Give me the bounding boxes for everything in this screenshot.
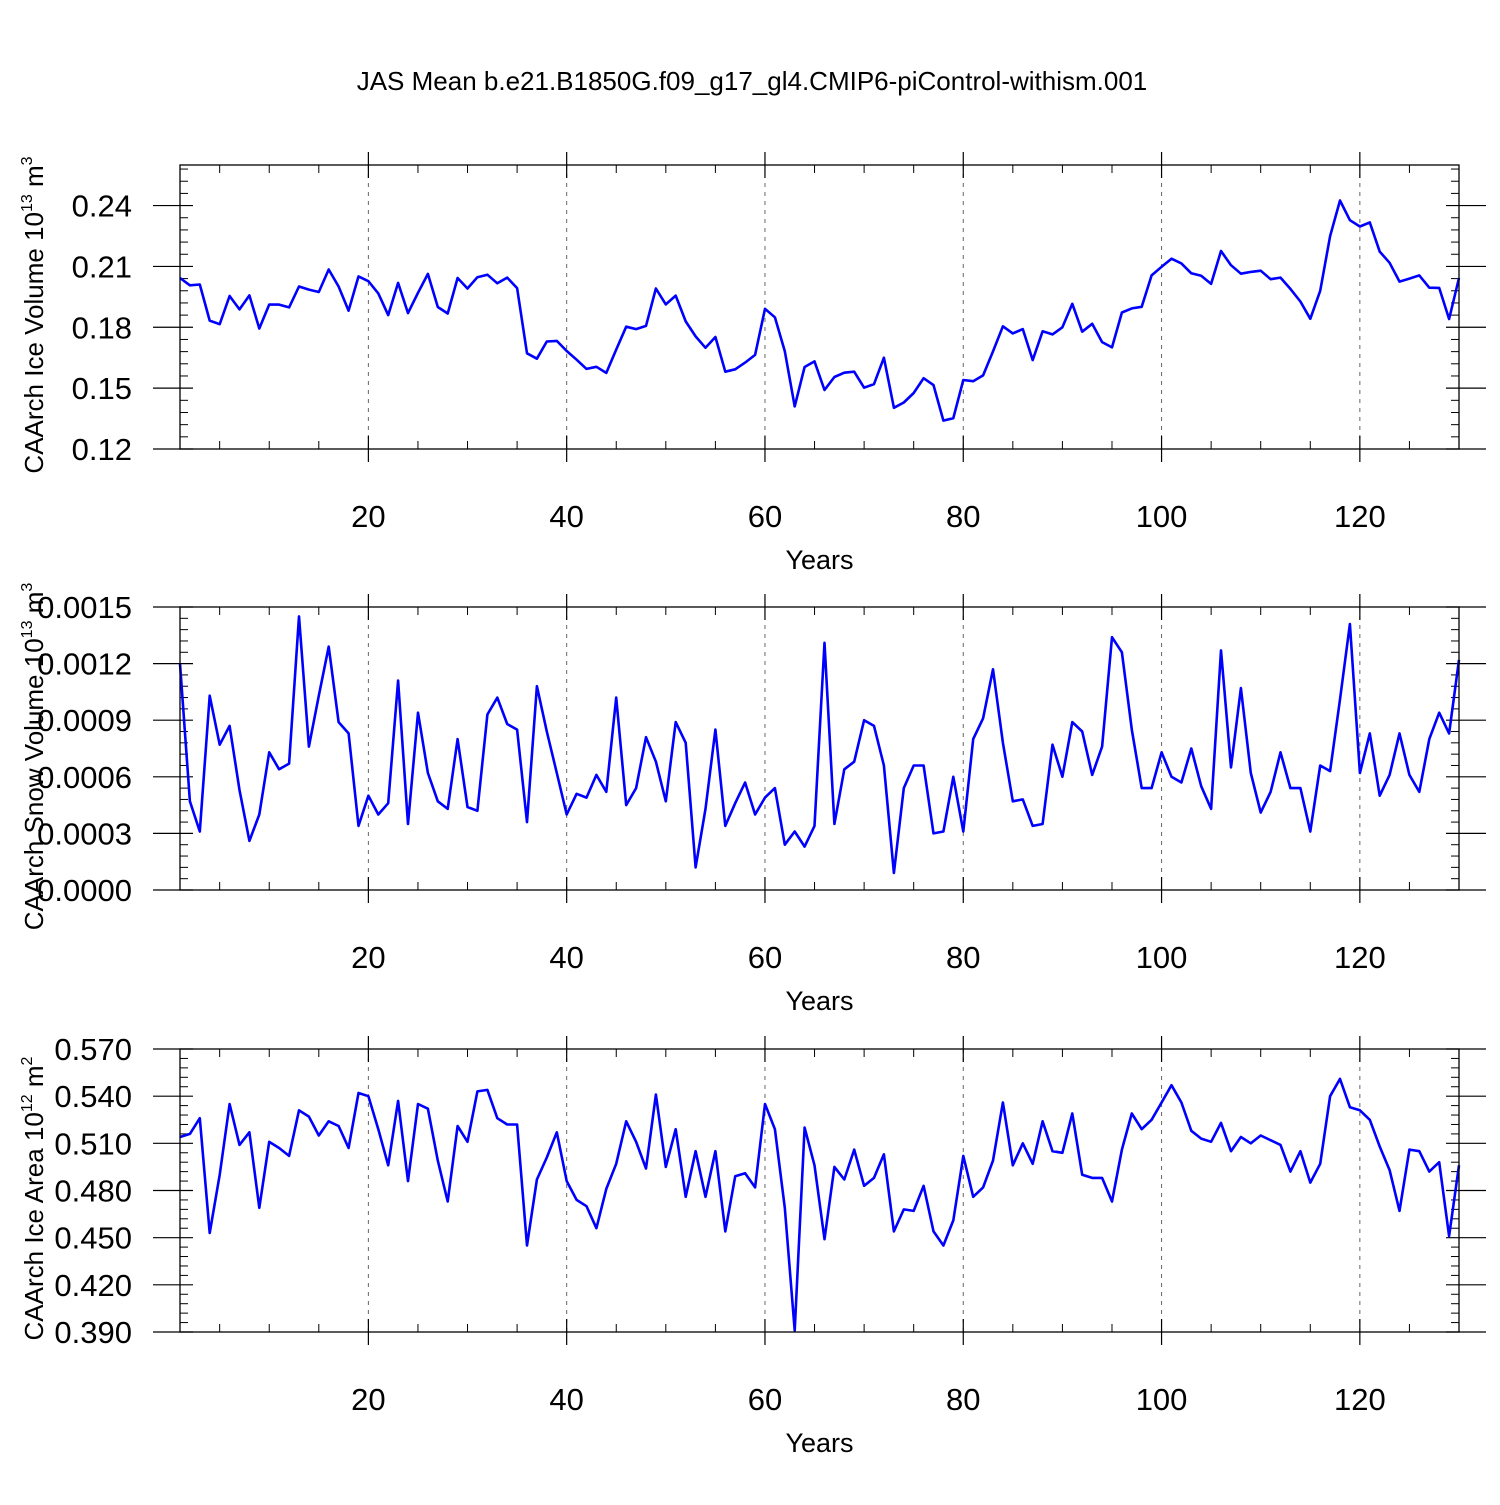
y-axis-label-unit-exponent: 2 (19, 1056, 36, 1065)
y-tick-label: 0.0012 (37, 647, 132, 682)
panel-2: 0.0000 0.0003 0.0006 0.0009 0.0012 0.0015 20 40… (19, 583, 1486, 1016)
figure-title: JAS Mean b.e21.B1850G.f09_g17_gl4.CMIP6-… (357, 66, 1148, 96)
y-axis-label-unit: m (19, 1065, 49, 1094)
y-tick-label: 0.450 (54, 1221, 132, 1256)
y-axis-label-text: CAArch Ice Area 10 (19, 1112, 49, 1340)
x-axis-label: Years (785, 545, 853, 575)
x-axis-label: Years (785, 1428, 853, 1458)
y-tick-label: 0.0003 (37, 816, 132, 851)
x-tick-label: 20 (351, 1382, 385, 1417)
x-tick-label: 20 (351, 499, 385, 534)
x-tick-label: 100 (1136, 499, 1188, 534)
x-tick-label: 60 (748, 1382, 782, 1417)
y-tick-label: 0.0000 (37, 873, 132, 908)
x-axis-label: Years (785, 986, 853, 1016)
y-tick-label: 0.420 (54, 1268, 132, 1303)
y-tick-label: 0.15 (72, 371, 132, 406)
y-tick-label: 0.390 (54, 1315, 132, 1350)
x-tick-label: 20 (351, 940, 385, 975)
panel-1: 0.12 0.15 0.18 0.21 0.24 20 40 60 80 100 120 Years C… (19, 152, 1486, 575)
y-tick-label: 0.0015 (37, 590, 132, 625)
y-axis-label: CAArch Snow Volume 1013 m3 (19, 583, 49, 931)
x-tick-label: 40 (549, 499, 583, 534)
y-axis-label-exponent: 13 (19, 620, 36, 638)
x-tick-label: 60 (748, 499, 782, 534)
y-tick-label: 0.24 (72, 189, 132, 224)
y-axis-label-text: CAArch Ice Volume 10 (19, 212, 49, 474)
y-axis-label-unit-exponent: 3 (19, 583, 36, 592)
y-tick-label: 0.540 (54, 1079, 132, 1114)
y-tick-label: 0.21 (72, 249, 132, 284)
x-tick-label: 100 (1136, 1382, 1188, 1417)
y-tick-label: 0.0009 (37, 703, 132, 738)
y-tick-label: 0.12 (72, 432, 132, 467)
panel-3: 0.390 0.420 0.450 0.480 0.510 0.540 0.570 20 40 6… (19, 1032, 1486, 1458)
y-axis-label: CAArch Ice Area 1012 m2 (19, 1056, 49, 1340)
y-axis-label-unit: m (19, 592, 49, 621)
y-tick-label: 0.18 (72, 310, 132, 345)
plot-frame (179, 164, 1460, 450)
y-tick-label: 0.570 (54, 1032, 132, 1067)
plot-frame (179, 606, 1460, 891)
data-series-line (179, 1077, 1461, 1332)
y-tick-label: 0.480 (54, 1174, 132, 1209)
y-axis-label-unit: m (19, 165, 49, 194)
y-tick-label: 0.510 (54, 1126, 132, 1161)
data-series-line (178, 615, 1461, 875)
y-axis-label-exponent: 12 (19, 1094, 36, 1112)
x-tick-label: 100 (1136, 940, 1188, 975)
plot-frame (179, 1048, 1460, 1333)
x-tick-label: 80 (946, 1382, 980, 1417)
x-tick-label: 120 (1334, 499, 1386, 534)
x-tick-label: 80 (946, 499, 980, 534)
y-axis-label-text: CAArch Snow Volume 10 (19, 638, 49, 930)
x-tick-label: 60 (748, 940, 782, 975)
y-axis-label-unit-exponent: 3 (19, 156, 36, 165)
x-tick-label: 120 (1334, 940, 1386, 975)
data-series-line (179, 199, 1461, 422)
y-axis-label: CAArch Ice Volume 1013 m3 (19, 156, 49, 473)
x-tick-label: 120 (1334, 1382, 1386, 1417)
x-tick-label: 80 (946, 940, 980, 975)
y-tick-label: 0.0006 (37, 760, 132, 795)
x-tick-label: 40 (549, 1382, 583, 1417)
x-tick-label: 40 (549, 940, 583, 975)
panels: 0.12 0.15 0.18 0.21 0.24 20 40 60 80 100 120 Years C… (19, 152, 1486, 1458)
y-axis-label-exponent: 13 (19, 194, 36, 212)
